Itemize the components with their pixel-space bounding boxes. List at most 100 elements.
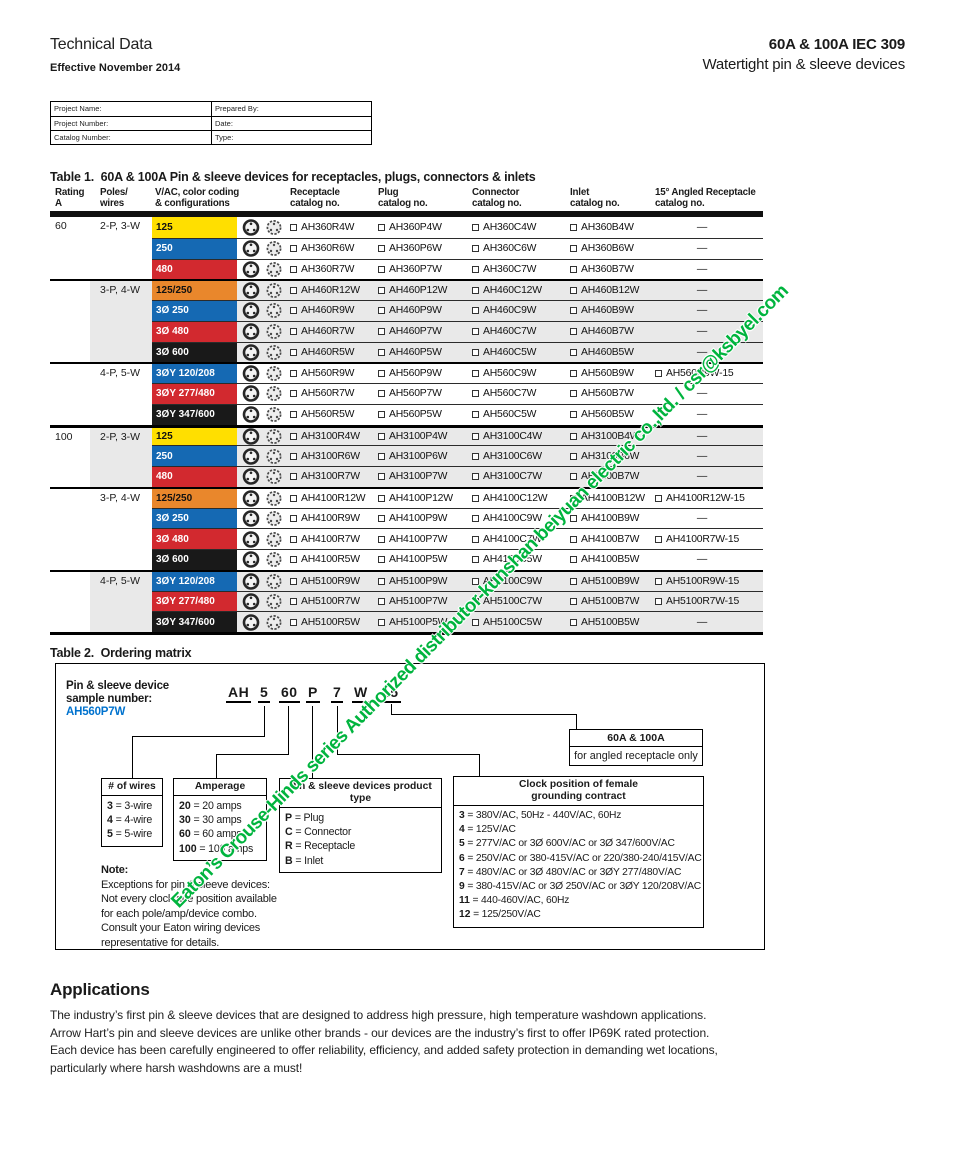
catalog-checkbox[interactable] [570, 618, 577, 626]
catalog-checkbox[interactable] [472, 452, 479, 460]
catalog-checkbox[interactable] [378, 223, 385, 231]
catalog-checkbox[interactable] [655, 577, 662, 585]
catalog-checkbox[interactable] [472, 390, 479, 398]
catalog-checkbox[interactable] [570, 411, 577, 419]
catalog-checkbox[interactable] [378, 307, 385, 315]
catalog-checkbox[interactable] [290, 597, 297, 605]
catalog-checkbox[interactable] [472, 494, 479, 502]
catalog-checkbox[interactable] [472, 328, 479, 336]
catalog-checkbox[interactable] [655, 494, 662, 502]
catalog-checkbox[interactable] [290, 390, 297, 398]
catalog-checkbox[interactable] [290, 307, 297, 315]
poles-cell: 2-P, 3-W [100, 430, 141, 443]
catalog-checkbox[interactable] [378, 390, 385, 398]
catalog-checkbox[interactable] [378, 514, 385, 522]
catalog-checkbox[interactable] [570, 390, 577, 398]
catalog-checkbox[interactable] [472, 597, 479, 605]
receptacle-catalog-cell: AH4100R7W [290, 529, 378, 549]
catalog-checkbox[interactable] [290, 328, 297, 336]
catalog-checkbox[interactable] [378, 618, 385, 626]
catalog-checkbox[interactable] [655, 597, 662, 605]
catalog-checkbox[interactable] [290, 556, 297, 564]
field-type[interactable]: Type: [211, 130, 371, 144]
catalog-checkbox[interactable] [570, 514, 577, 522]
catalog-checkbox[interactable] [570, 328, 577, 336]
catalog-checkbox[interactable] [290, 514, 297, 522]
catalog-checkbox[interactable] [472, 287, 479, 295]
catalog-checkbox[interactable] [378, 328, 385, 336]
catalog-checkbox[interactable] [570, 348, 577, 356]
catalog-checkbox[interactable] [290, 223, 297, 231]
catalog-checkbox[interactable] [655, 535, 662, 543]
voltage-swatch: 480 [152, 467, 237, 487]
catalog-checkbox[interactable] [290, 432, 297, 440]
catalog-checkbox[interactable] [378, 473, 385, 481]
catalog-checkbox[interactable] [570, 556, 577, 564]
catalog-checkbox[interactable] [378, 432, 385, 440]
catalog-checkbox[interactable] [570, 535, 577, 543]
catalog-checkbox[interactable] [378, 494, 385, 502]
catalog-checkbox[interactable] [570, 223, 577, 231]
catalog-checkbox[interactable] [378, 535, 385, 543]
catalog-checkbox[interactable] [290, 265, 297, 273]
catalog-checkbox[interactable] [472, 245, 479, 253]
no-item-dash: — [696, 326, 708, 338]
voltage-swatch: 250 [152, 238, 237, 259]
catalog-number: AH460C5W [483, 346, 537, 358]
catalog-checkbox[interactable] [378, 370, 385, 378]
plug-catalog-cell: AH360P7W [378, 260, 472, 280]
catalog-checkbox[interactable] [378, 556, 385, 564]
catalog-checkbox[interactable] [472, 514, 479, 522]
catalog-checkbox[interactable] [378, 348, 385, 356]
field-catalog-number[interactable]: Catalog Number: [51, 130, 211, 144]
catalog-checkbox[interactable] [472, 432, 479, 440]
catalog-checkbox[interactable] [570, 307, 577, 315]
catalog-checkbox[interactable] [472, 577, 479, 585]
catalog-checkbox[interactable] [378, 597, 385, 605]
catalog-checkbox[interactable] [472, 411, 479, 419]
catalog-checkbox[interactable] [290, 245, 297, 253]
catalog-checkbox[interactable] [290, 473, 297, 481]
catalog-checkbox[interactable] [472, 348, 479, 356]
catalog-checkbox[interactable] [570, 452, 577, 460]
field-project-name[interactable]: Project Name: [54, 104, 102, 113]
catalog-checkbox[interactable] [570, 494, 577, 502]
catalog-checkbox[interactable] [472, 223, 479, 231]
catalog-checkbox[interactable] [290, 370, 297, 378]
catalog-checkbox[interactable] [570, 287, 577, 295]
catalog-checkbox[interactable] [570, 597, 577, 605]
catalog-checkbox[interactable] [290, 348, 297, 356]
catalog-checkbox[interactable] [290, 618, 297, 626]
catalog-checkbox[interactable] [378, 265, 385, 273]
catalog-checkbox[interactable] [290, 411, 297, 419]
catalog-checkbox[interactable] [472, 265, 479, 273]
catalog-checkbox[interactable] [472, 535, 479, 543]
catalog-checkbox[interactable] [378, 287, 385, 295]
catalog-checkbox[interactable] [570, 577, 577, 585]
catalog-checkbox[interactable] [290, 452, 297, 460]
plug-face-icon [266, 552, 281, 568]
catalog-checkbox[interactable] [290, 287, 297, 295]
catalog-checkbox[interactable] [472, 473, 479, 481]
catalog-checkbox[interactable] [290, 535, 297, 543]
pin-configuration-icons [242, 344, 281, 361]
field-project-number[interactable]: Project Number: [51, 116, 211, 130]
catalog-checkbox[interactable] [472, 618, 479, 626]
catalog-checkbox[interactable] [472, 556, 479, 564]
catalog-checkbox[interactable] [472, 307, 479, 315]
field-prepared-by[interactable]: Prepared By: [211, 102, 371, 116]
field-date[interactable]: Date: [211, 116, 371, 130]
catalog-checkbox[interactable] [655, 370, 662, 378]
catalog-checkbox[interactable] [290, 494, 297, 502]
catalog-checkbox[interactable] [378, 452, 385, 460]
catalog-checkbox[interactable] [378, 411, 385, 419]
catalog-checkbox[interactable] [290, 577, 297, 585]
catalog-checkbox[interactable] [570, 370, 577, 378]
catalog-checkbox[interactable] [378, 245, 385, 253]
catalog-checkbox[interactable] [570, 265, 577, 273]
catalog-checkbox[interactable] [378, 577, 385, 585]
catalog-checkbox[interactable] [472, 370, 479, 378]
catalog-checkbox[interactable] [570, 473, 577, 481]
catalog-checkbox[interactable] [570, 245, 577, 253]
catalog-checkbox[interactable] [570, 432, 577, 440]
